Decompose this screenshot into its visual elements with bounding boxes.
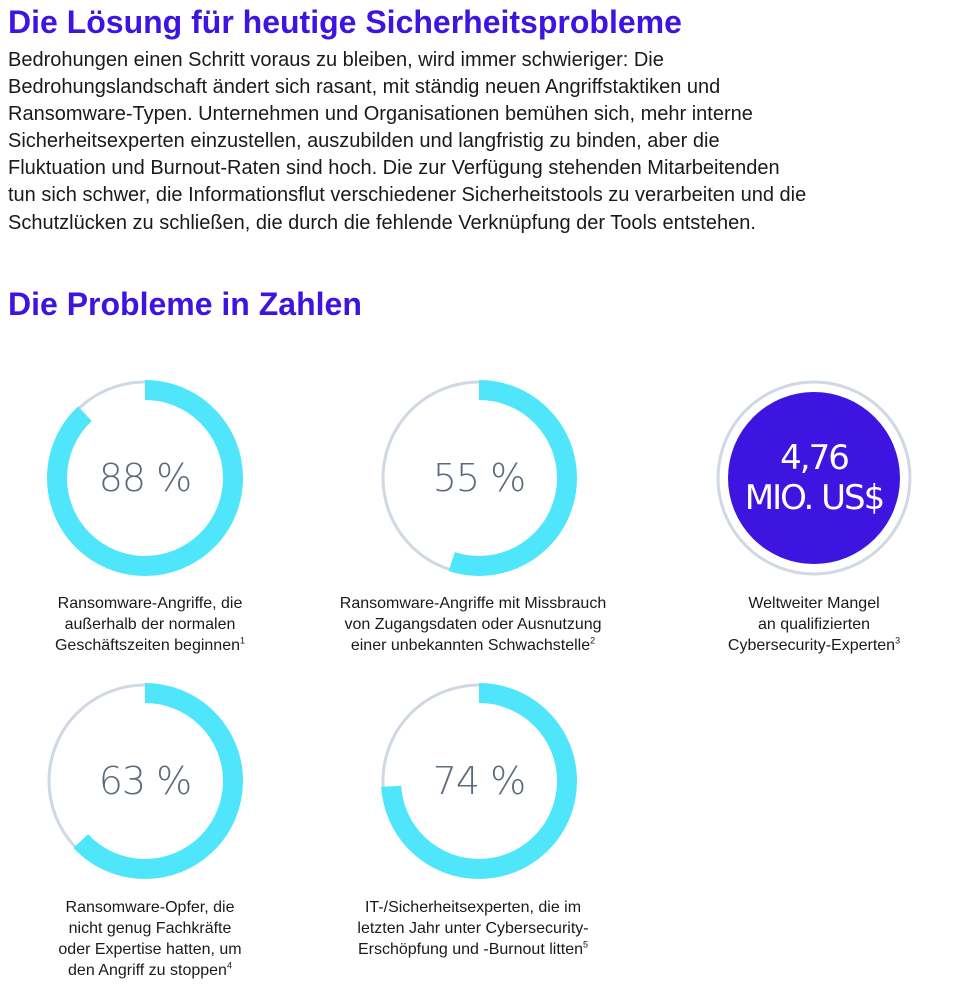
intro-line: tun sich schwer, die Informationsflut ve… bbox=[8, 184, 807, 207]
stat-caption: Weltweiter Mangel an qualifizierten Cybe… bbox=[664, 593, 961, 656]
progress-ring bbox=[47, 380, 243, 576]
caption-line: Ransomware-Angriffe mit Missbrauch bbox=[339, 595, 607, 612]
caption-line: Ransomware-Angriffe, die bbox=[57, 595, 243, 612]
progress-ring bbox=[381, 380, 577, 576]
intro-line: Schutzlücken zu schließen, die durch die… bbox=[8, 211, 756, 234]
stat-value-line: MIO. US$ bbox=[744, 478, 885, 518]
ring-fill bbox=[381, 683, 577, 879]
caption-text: den Angriff zu stoppen bbox=[68, 962, 227, 979]
footnote-marker: 3 bbox=[895, 635, 901, 646]
stat-ring-burnout: 74 % bbox=[369, 671, 589, 891]
stat-ring-lack-of-expertise: 63 % bbox=[35, 671, 255, 891]
footnote-marker: 5 bbox=[583, 939, 589, 950]
intro-paragraph: Bedrohungen einen Schritt voraus zu blei… bbox=[8, 47, 953, 237]
stat-value: 88 % bbox=[98, 456, 193, 500]
progress-ring bbox=[47, 683, 243, 879]
caption-line: Geschäftszeiten beginnen1 bbox=[0, 635, 300, 656]
stat-value-line: 4,76 bbox=[780, 438, 850, 478]
page-title: Die Lösung für heutige Sicherheitsproble… bbox=[8, 4, 682, 40]
intro-line: Ransomware-Typen. Unternehmen und Organi… bbox=[8, 103, 753, 126]
stat-ring-ransomware-outside-hours: 88 % bbox=[35, 368, 255, 588]
caption-line: IT-/Sicherheitsexperten, die im bbox=[364, 899, 582, 916]
caption-line: an qualifizierten bbox=[757, 616, 871, 633]
stat-caption: Ransomware-Opfer, die nicht genug Fachkr… bbox=[0, 897, 300, 981]
stat-ring-credential-abuse: 55 % bbox=[369, 368, 589, 588]
caption-line: letzten Jahr unter Cybersecurity- bbox=[357, 920, 589, 937]
stat-circle-skills-shortage: 4,76 MIO. US$ bbox=[704, 368, 924, 588]
intro-line: Sicherheitsexperten einzustellen, auszub… bbox=[8, 130, 720, 153]
caption-line: den Angriff zu stoppen4 bbox=[0, 960, 300, 981]
footnote-marker: 1 bbox=[240, 635, 246, 646]
caption-text: Cybersecurity-Experten bbox=[727, 637, 896, 654]
stat-value: 74 % bbox=[432, 759, 527, 803]
stat-caption: Ransomware-Angriffe mit Missbrauch von Z… bbox=[323, 593, 623, 656]
stat-value: 55 % bbox=[432, 456, 527, 500]
ring-fill bbox=[47, 380, 243, 576]
stat-caption: IT-/Sicherheitsexperten, die im letzten … bbox=[323, 897, 623, 960]
caption-line: außerhalb der normalen bbox=[64, 616, 236, 633]
caption-text: Erschöpfung und -Burnout litten bbox=[357, 941, 583, 958]
caption-line: Erschöpfung und -Burnout litten5 bbox=[323, 939, 623, 960]
ring-fill bbox=[47, 683, 243, 879]
intro-line: Bedrohungslandschaft ändert sich rasant,… bbox=[8, 76, 721, 99]
caption-line: Ransomware-Opfer, die bbox=[65, 899, 235, 916]
stat-value: 4,76 MIO. US$ bbox=[704, 368, 924, 588]
caption-line: Cybersecurity-Experten3 bbox=[664, 635, 961, 656]
intro-line: Fluktuation und Burnout-Raten sind hoch.… bbox=[8, 157, 780, 180]
caption-line: nicht genug Fachkräfte bbox=[68, 920, 232, 937]
section-title: Die Probleme in Zahlen bbox=[8, 286, 362, 322]
progress-ring bbox=[381, 683, 577, 879]
caption-text: einer unbekannten Schwachstelle bbox=[350, 637, 591, 654]
ring-fill bbox=[381, 380, 577, 576]
stat-circle bbox=[716, 380, 912, 576]
caption-line: oder Expertise hatten, um bbox=[58, 941, 242, 958]
stat-value: 63 % bbox=[98, 759, 193, 803]
stat-caption: Ransomware-Angriffe, die außerhalb der n… bbox=[0, 593, 300, 656]
intro-line: Bedrohungen einen Schritt voraus zu blei… bbox=[8, 49, 664, 71]
ring-track bbox=[716, 380, 912, 576]
caption-line: Weltweiter Mangel bbox=[748, 595, 880, 612]
caption-text: Geschäftszeiten beginnen bbox=[54, 637, 240, 654]
caption-line: von Zugangsdaten oder Ausnutzung bbox=[344, 616, 602, 633]
caption-line: einer unbekannten Schwachstelle2 bbox=[323, 635, 623, 656]
footnote-marker: 2 bbox=[590, 635, 596, 646]
stat-circle-fill bbox=[728, 392, 900, 564]
footnote-marker: 4 bbox=[226, 960, 232, 971]
